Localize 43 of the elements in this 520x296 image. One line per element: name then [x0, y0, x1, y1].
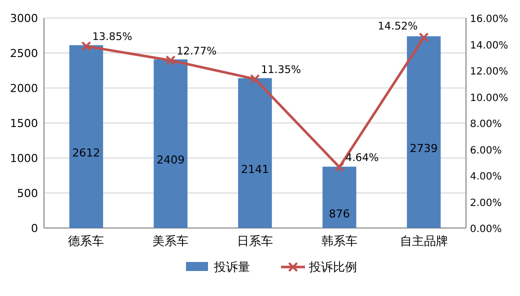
y2-tick-label: 14.00% [470, 40, 508, 52]
y2-tick-label: 16.00% [470, 14, 508, 25]
data-label: 2409 [156, 154, 185, 167]
legend-label: 投诉量 [213, 260, 250, 274]
data-label: 876 [328, 207, 350, 220]
y-tick-label: 2000 [10, 82, 38, 95]
y-tick-label: 1000 [10, 152, 38, 165]
x-tick-label: 自主品牌 [400, 234, 448, 248]
y-tick-label: 0 [31, 222, 38, 235]
x-tick-label: 日系车 [237, 234, 273, 248]
point [81, 41, 92, 52]
y2-tick-label: 2.00% [470, 198, 502, 209]
y2-tick-label: 0.00% [470, 224, 502, 235]
y-tick-label: 1500 [10, 117, 38, 130]
x-tick-label: 美系车 [152, 234, 189, 248]
data-label: 13.85% [92, 31, 132, 44]
data-label: 14.52% [378, 20, 418, 32]
legend-label: 投诉比例 [308, 260, 357, 274]
point [334, 162, 344, 172]
data-label: 11.35% [261, 64, 302, 76]
x-tick-label: 韩系车 [321, 234, 358, 248]
x-tick-label: 德系车 [68, 234, 104, 248]
bar [322, 166, 356, 228]
data-label: 2612 [72, 146, 100, 160]
y2-tick-label: 10.00% [470, 92, 508, 104]
bar [238, 78, 272, 228]
data-label: 12.77% [176, 45, 217, 58]
y2-tick-label: 12.00% [470, 66, 508, 78]
y-tick-label: 2500 [10, 47, 38, 60]
y2-tick-label: 6.00% [470, 145, 502, 156]
y-tick-label: 3000 [10, 12, 38, 25]
data-label: 2739 [410, 142, 438, 156]
y2-tick-label: 8.00% [470, 119, 502, 130]
bar [154, 59, 188, 228]
point [250, 74, 260, 84]
data-label: 2141 [241, 163, 269, 176]
point [418, 32, 429, 42]
y-tick-label: 500 [17, 187, 38, 200]
data-label: 4.64% [345, 152, 379, 164]
bar [406, 36, 441, 228]
y2-tick-label: 4.00% [470, 172, 502, 182]
point [166, 55, 176, 66]
bar [69, 45, 104, 228]
